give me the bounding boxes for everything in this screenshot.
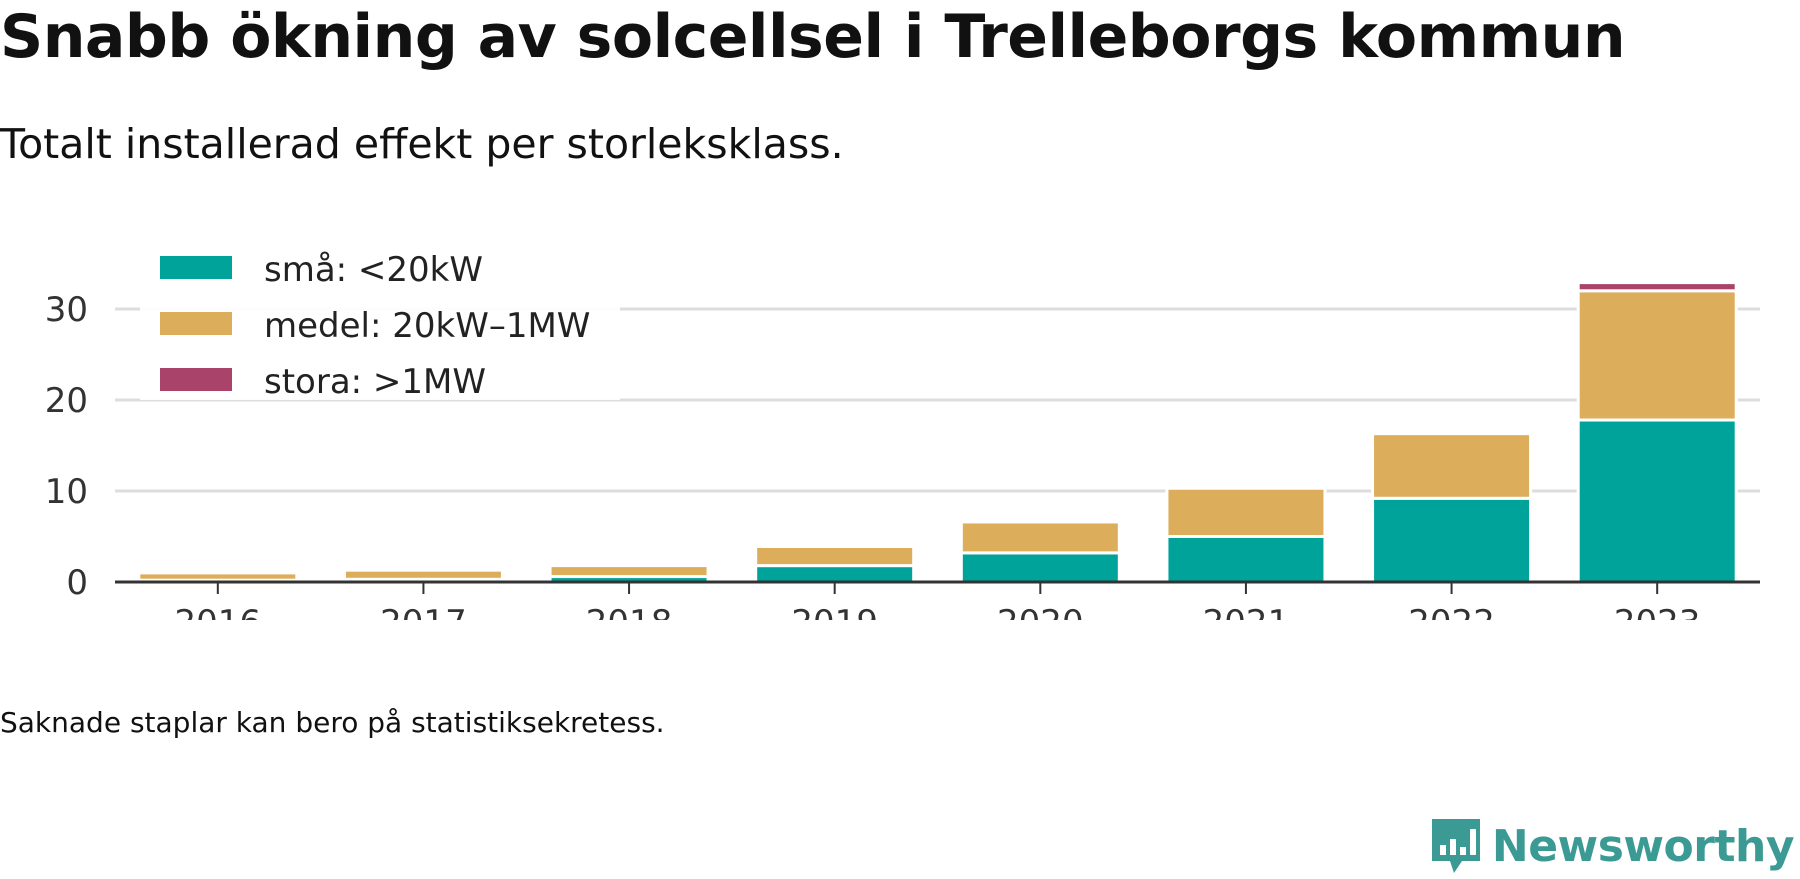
bar-segment-medel bbox=[137, 571, 299, 582]
x-tick-label: 2019 bbox=[791, 603, 878, 620]
brand-logo: Newsworthy bbox=[1430, 817, 1795, 875]
axes: 0 10 20 30 2016 2017 2018 2019 2020 2021 2022 2023 bbox=[45, 290, 1760, 620]
legend-label: små: <20kW bbox=[264, 250, 483, 290]
bars bbox=[137, 281, 1738, 584]
brand-name: Newsworthy bbox=[1491, 820, 1795, 872]
legend-swatch bbox=[160, 368, 232, 391]
bar-segment-sma bbox=[1371, 496, 1533, 584]
footnote: Saknade staplar kan bero på statistiksek… bbox=[0, 706, 665, 739]
y-tick-label: 30 bbox=[45, 290, 88, 330]
chart-subtitle: Totalt installerad effekt per storlekskl… bbox=[0, 120, 844, 168]
x-tick-label: 2022 bbox=[1408, 603, 1495, 620]
bar-segment-stora bbox=[1576, 281, 1738, 293]
y-tick-label: 0 bbox=[66, 563, 88, 603]
stacked-bar-chart: 010203020162017201820192020202120222023 … bbox=[45, 240, 1760, 620]
x-tick-label: 2016 bbox=[175, 603, 262, 620]
legend-label: stora: >1MW bbox=[264, 362, 486, 402]
bar-segment-sma bbox=[1165, 535, 1327, 584]
legend: små: <20kW medel: 20kW–1MW stora: >1MW bbox=[140, 240, 620, 402]
bar-segment-medel bbox=[1576, 289, 1738, 422]
x-tick-label: 2018 bbox=[586, 603, 673, 620]
x-tick-label: 2020 bbox=[997, 603, 1084, 620]
bar-segment-sma bbox=[754, 564, 916, 584]
x-tick-label: 2017 bbox=[380, 603, 467, 620]
legend-label: medel: 20kW–1MW bbox=[264, 306, 590, 346]
chart-title: Snabb ökning av solcellsel i Trelleborgs… bbox=[0, 2, 1626, 72]
newsworthy-logo-icon bbox=[1431, 819, 1480, 873]
bar-segment-sma bbox=[959, 551, 1121, 584]
y-tick-label: 10 bbox=[45, 472, 88, 512]
y-tick-label: 20 bbox=[45, 381, 88, 421]
bar-segment-sma bbox=[1576, 418, 1738, 584]
bar-segment-medel bbox=[1371, 432, 1533, 500]
bar-segment-medel bbox=[1165, 486, 1327, 539]
x-tick-label: 2023 bbox=[1614, 603, 1701, 620]
bar-segment-medel bbox=[548, 564, 710, 579]
x-tick-label: 2021 bbox=[1203, 603, 1290, 620]
legend-swatch bbox=[160, 312, 232, 335]
bar-segment-medel bbox=[754, 545, 916, 568]
bar-segment-medel bbox=[342, 568, 504, 581]
bar-segment-medel bbox=[959, 520, 1121, 555]
legend-swatch bbox=[160, 256, 232, 279]
